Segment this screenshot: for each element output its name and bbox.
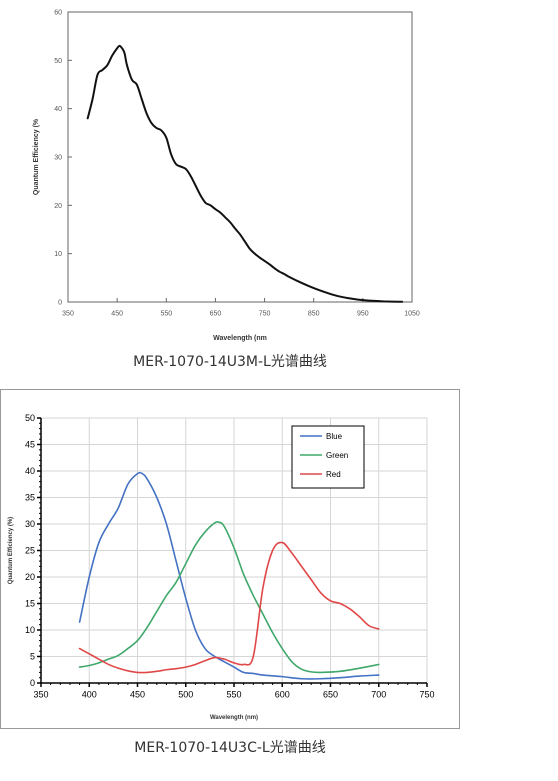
x-tick-label: 550 bbox=[160, 311, 172, 318]
chart-2: 0 5 10 15 20 25 30 35 40 45 50 350 400 450 500 550 600 65… bbox=[8, 413, 435, 721]
y-tick-label: 5 bbox=[30, 652, 35, 662]
plot-frame bbox=[67, 11, 413, 303]
x-tick-label: 350 bbox=[62, 311, 74, 318]
y-tick-label: 15 bbox=[25, 599, 35, 609]
x-tick-label: 950 bbox=[357, 311, 369, 318]
y-tick-label: 60 bbox=[54, 9, 62, 16]
x-tick-label: 850 bbox=[308, 311, 320, 318]
y-tick-label: 50 bbox=[54, 58, 62, 65]
y-tick-label: 0 bbox=[58, 299, 62, 306]
x-tick-label: 550 bbox=[226, 690, 241, 700]
chart-1-caption: MER-1070-14U3M-L光谱曲线 bbox=[133, 354, 327, 370]
x-tick-label: 400 bbox=[82, 690, 97, 700]
x-tick-label: 350 bbox=[33, 690, 48, 700]
x-tick-label: 650 bbox=[210, 311, 222, 318]
chart-1: 0 10 20 30 40 50 60 350 450 550 650 750 850 950 1050 Wa… bbox=[33, 9, 420, 342]
y-tick-label: 0 bbox=[30, 678, 35, 688]
y-tick-label: 35 bbox=[25, 493, 35, 503]
y-tick-label: 30 bbox=[54, 154, 62, 161]
x-axis-label: Wavelength (nm) bbox=[210, 715, 258, 721]
y-tick-label: 30 bbox=[25, 519, 35, 529]
legend-label: Red bbox=[326, 470, 341, 479]
y-tick-label: 40 bbox=[25, 466, 35, 476]
y-tick-label: 10 bbox=[25, 625, 35, 635]
y-tick-label: 45 bbox=[25, 440, 35, 450]
x-tick-label: 750 bbox=[419, 690, 434, 700]
x-tick-label: 1050 bbox=[404, 311, 420, 318]
series-line bbox=[86, 44, 404, 303]
x-tick-label: 450 bbox=[130, 690, 145, 700]
y-tick-label: 40 bbox=[54, 106, 62, 113]
x-tick-label: 700 bbox=[371, 690, 386, 700]
y-tick-label: 50 bbox=[25, 413, 35, 423]
x-tick-label: 500 bbox=[178, 690, 193, 700]
legend-label: Green bbox=[326, 451, 348, 460]
x-tick-label: 750 bbox=[259, 311, 271, 318]
series-line-green bbox=[78, 521, 380, 674]
series-line-blue bbox=[78, 471, 380, 680]
x-axis-label: Wavelength (nm bbox=[213, 335, 267, 342]
x-tick-label: 650 bbox=[323, 690, 338, 700]
y-axis-label: Quantum Efficiency (%) bbox=[8, 517, 14, 584]
y-axis-label: Quantum Efficiency (% bbox=[33, 118, 40, 195]
chart-2-frame bbox=[0, 389, 460, 729]
y-tick-label: 20 bbox=[54, 203, 62, 210]
y-tick-label: 20 bbox=[25, 572, 35, 582]
y-tick-label: 10 bbox=[54, 251, 62, 258]
x-tick-label: 600 bbox=[275, 690, 290, 700]
x-tick-label: 450 bbox=[111, 311, 123, 318]
y-tick-label: 25 bbox=[25, 546, 35, 556]
legend-label: Blue bbox=[326, 432, 343, 441]
series-line-red bbox=[78, 541, 380, 674]
chart-2-caption: MER-1070-14U3C-L光谱曲线 bbox=[134, 740, 326, 756]
